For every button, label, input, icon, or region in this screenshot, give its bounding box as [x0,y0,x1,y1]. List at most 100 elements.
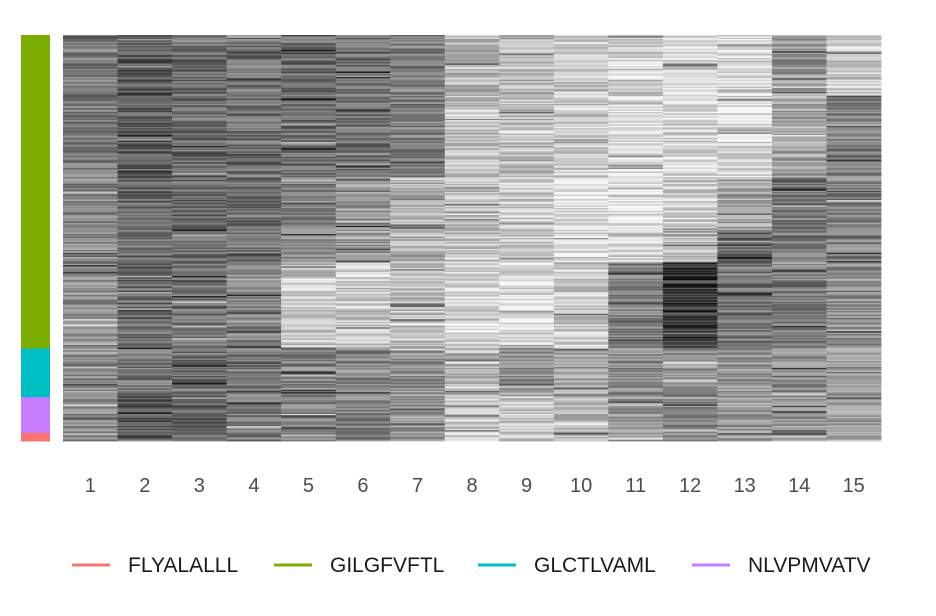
heatmap-cell [608,277,664,279]
heatmap-cell [662,243,718,246]
heatmap-cell [499,87,555,90]
heatmap-cell [117,52,173,55]
heatmap-cell [390,81,446,83]
heatmap-cell [281,55,337,58]
heatmap-cell [553,359,609,362]
heatmap-cell [662,196,718,198]
heatmap-cell [226,236,282,239]
heatmap-cell [63,117,118,120]
heatmap-cell [117,405,173,408]
heatmap-cell [335,298,391,301]
heatmap-cell [226,401,282,404]
heatmap-cell [63,338,118,340]
heatmap-cell [172,154,227,156]
heatmap-cell [662,279,718,282]
heatmap-cell [499,190,555,193]
heatmap-cell [63,49,118,52]
heatmap-cell [226,136,282,139]
heatmap-cell [117,229,173,232]
heatmap-cell [172,94,227,97]
heatmap-cell [335,193,391,196]
heatmap-cell [281,307,337,309]
heatmap-cell [444,227,500,229]
heatmap-cell [826,139,882,141]
heatmap-cell [172,317,227,320]
heatmap-cell [499,305,555,308]
heatmap-cell [390,438,446,441]
heatmap-cell [771,423,827,426]
heatmap-cell [826,290,882,293]
heatmap-cell [717,122,773,125]
heatmap-cell [771,384,827,386]
heatmap-cell [444,209,500,212]
heatmap-cell [390,319,446,321]
heatmap-cell [717,202,773,205]
heatmap-cell [662,258,718,261]
heatmap-cell [608,52,664,55]
heatmap-cell [390,292,446,294]
heatmap-cell [226,390,282,393]
heatmap-cell [553,141,609,144]
heatmap-cell [826,60,882,63]
heatmap-cell [662,137,718,140]
heatmap-cell [499,320,555,323]
heatmap-cell [553,71,609,74]
heatmap-cell [226,150,282,152]
heatmap-cell [117,227,173,229]
heatmap-cell [172,323,227,326]
heatmap-cell [553,242,609,244]
heatmap-cell [553,145,609,148]
heatmap-cell [553,396,609,399]
heatmap-cell [662,213,718,216]
heatmap-cell [172,60,227,63]
heatmap-cell [608,48,664,51]
heatmap-cell [662,332,718,335]
heatmap-cell [335,101,391,104]
heatmap-cell [117,362,173,365]
heatmap-cell [608,342,664,344]
heatmap-cell [226,83,282,86]
heatmap-cell [226,145,282,148]
heatmap-cell [335,117,391,120]
heatmap-cell [608,373,664,376]
heatmap-cell [826,112,882,114]
heatmap-cell [444,428,500,431]
heatmap-cell [117,158,173,160]
heatmap-cell [608,66,664,68]
heatmap-cell [717,74,773,76]
heatmap-cell [444,109,500,112]
heatmap-cell [499,214,555,217]
heatmap-cell [117,191,173,194]
heatmap-cell [390,229,446,232]
heatmap-cell [226,159,282,162]
heatmap-cell [281,45,337,48]
heatmap-cell [281,205,337,208]
heatmap-cell [553,162,609,164]
heatmap-cell [717,212,773,215]
heatmap-cell [226,140,282,143]
heatmap-cell [281,412,337,415]
heatmap-cell [717,430,773,432]
heatmap-cell [553,338,609,340]
heatmap-cell [608,71,664,74]
heatmap-cell [63,365,118,367]
heatmap-cell [717,408,773,411]
heatmap-cell [662,365,718,367]
heatmap-cell [63,99,118,102]
heatmap-cell [117,382,173,385]
heatmap-cell [771,59,827,62]
heatmap-cell [117,217,173,220]
heatmap-cell [499,347,555,350]
heatmap-cell [281,141,337,144]
heatmap-cell [63,98,118,101]
heatmap-cell [553,114,609,117]
heatmap-cell [826,438,882,441]
heatmap-cell [63,163,118,166]
heatmap-cell [717,242,773,244]
x-tick-label: 10 [570,475,592,497]
heatmap-cell [662,217,718,220]
heatmap-cell [826,278,882,281]
heatmap-cell [335,353,391,355]
heatmap-cell [826,325,882,328]
heatmap-cell [172,233,227,236]
